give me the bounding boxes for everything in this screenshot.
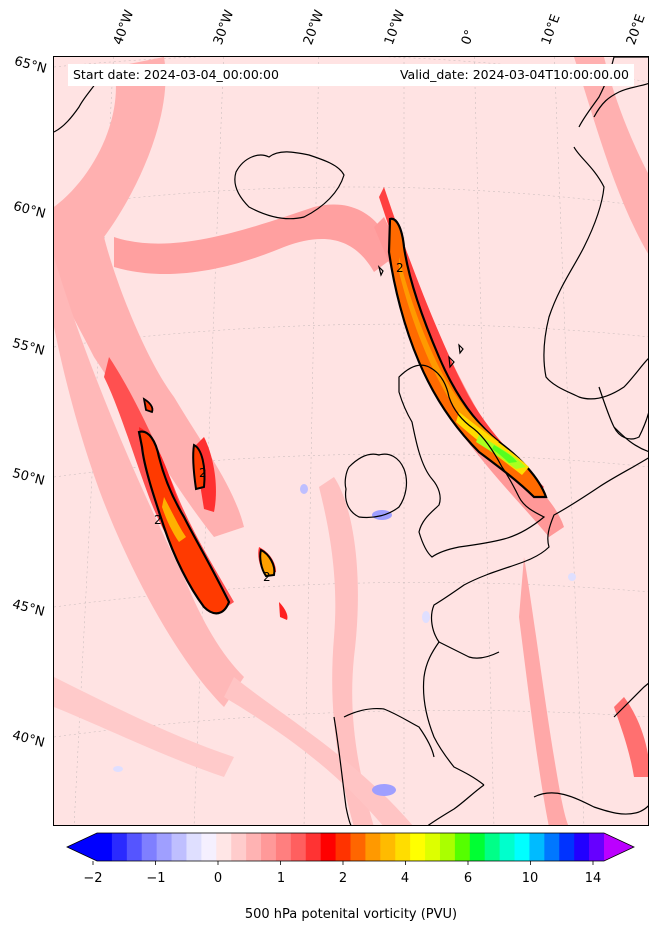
colorbar-cell — [574, 833, 590, 861]
colorbar-cell — [559, 833, 575, 861]
colorbar-tick-label: 6 — [463, 871, 473, 886]
colorbar-cell — [201, 833, 217, 861]
iceland-coast — [234, 151, 345, 220]
coastlines — [54, 57, 648, 825]
colorbar-cell — [469, 833, 486, 861]
colorbar-tick-label: 1 — [276, 871, 286, 886]
colorbar-cell — [156, 833, 173, 861]
date-info-bar: Start date: 2024-03-04_00:00:00 Valid_da… — [68, 64, 634, 86]
colorbar-tick-label: 0 — [213, 871, 223, 886]
colorbar-tick-label: 2 — [338, 871, 348, 886]
italy-coast — [613, 682, 648, 718]
pv-west-blobs — [137, 397, 276, 615]
colorbar-tick-label: 4 — [400, 871, 410, 886]
map-panel: 2 2 2 2 — [53, 56, 649, 826]
colorbar-cell — [111, 833, 128, 861]
colorbar-cell — [97, 833, 113, 861]
iberia-coast — [343, 707, 485, 825]
colorbar-cell — [216, 833, 232, 861]
colorbar-cell — [439, 833, 456, 861]
colorbar-cell — [410, 833, 426, 861]
valid-date-label: Valid_date: 2024-03-04T10:00:00.00 — [399, 67, 629, 82]
brittany-coast — [438, 641, 500, 659]
colorbar-tick-label: 14 — [584, 871, 602, 886]
orkney-coast — [448, 343, 464, 369]
colorbar-cell — [305, 833, 322, 861]
colorbar-outline — [66, 832, 635, 862]
colorbar-cell — [380, 833, 396, 861]
colorbar-cell — [246, 833, 262, 861]
contour-label-2: 2 — [199, 466, 207, 480]
baltic-coast — [613, 426, 648, 452]
colorbar-cell — [171, 833, 187, 861]
pv-streamer — [387, 217, 548, 499]
colorbar-cell — [499, 833, 516, 861]
colorbar-cell — [186, 833, 202, 861]
continent-coast — [422, 457, 648, 786]
colorbar-cell — [275, 833, 292, 861]
colorbar-cell — [395, 833, 411, 861]
contour-labels: 2 2 2 2 — [154, 261, 404, 584]
start-date-label: Start date: 2024-03-04_00:00:00 — [73, 67, 279, 82]
faroe-coast — [377, 265, 384, 277]
colorbar-cell — [514, 833, 530, 861]
britain-coast — [398, 364, 546, 558]
colorbar-cell — [231, 833, 247, 861]
ireland-coast — [344, 453, 408, 519]
colorbar-cells — [97, 833, 605, 861]
colorbar-cell — [484, 833, 501, 861]
colorbar-cell — [141, 833, 158, 861]
colorbar-cell — [350, 833, 366, 861]
colorbar-cell — [335, 833, 351, 861]
colorbar-cell — [365, 833, 381, 861]
colorbar-under-arrow — [67, 833, 97, 861]
pv-negative-spots — [113, 484, 576, 796]
colorbar-cell — [126, 833, 143, 861]
contour-label-4: 2 — [263, 570, 271, 584]
colorbar-cell — [529, 833, 545, 861]
portugal-coast — [333, 716, 352, 825]
scandinavia-coast — [543, 57, 648, 400]
colorbar-over-arrow — [604, 833, 634, 861]
contour-label-3: 2 — [154, 513, 162, 527]
colorbar-cell — [454, 833, 471, 861]
contour-label-1: 2 — [396, 261, 404, 275]
colorbar-cell — [544, 833, 560, 861]
colorbar-tick-marks — [92, 861, 594, 865]
pv-map: 2 2 2 2 — [54, 57, 648, 825]
mediterranean-coast — [533, 792, 648, 815]
colorbar-cell — [320, 833, 337, 861]
colorbar-tick-label: −2 — [83, 871, 103, 886]
colorbar-cell — [425, 833, 441, 861]
colorbar-cell — [589, 833, 605, 861]
colorbar-tick-label: −1 — [146, 871, 166, 886]
colorbar-cell — [290, 833, 307, 861]
colorbar-cell — [261, 833, 277, 861]
colorbar-title: 500 hPa potenital vorticity (PVU) — [244, 907, 458, 922]
colorbar-tick-label: 10 — [521, 871, 539, 886]
